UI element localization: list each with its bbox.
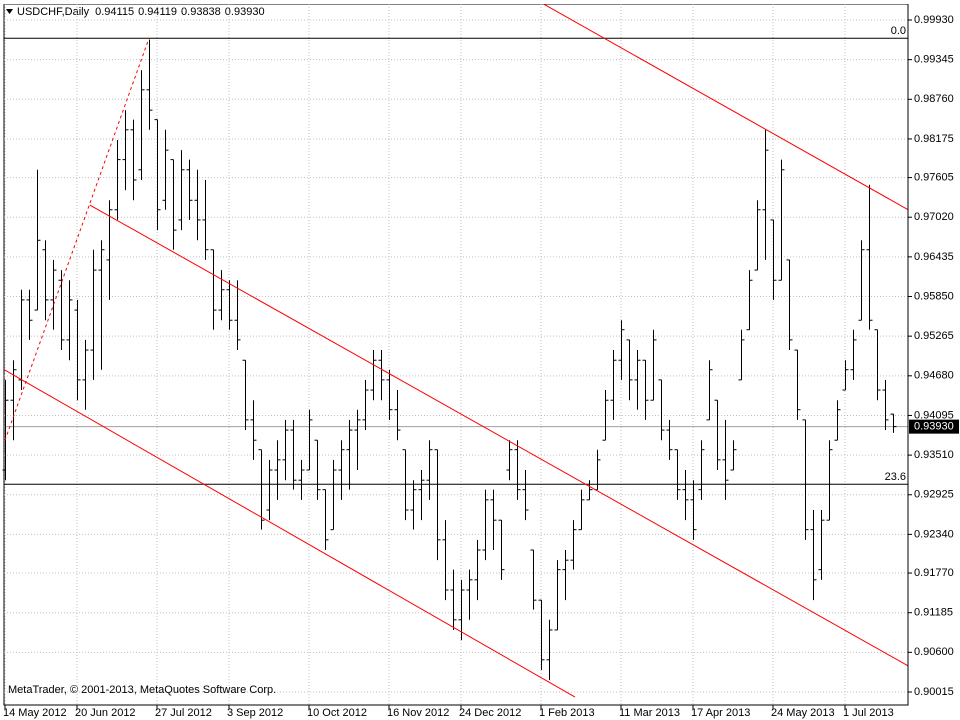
axis-cover — [0, 706, 960, 720]
y-tick-label: 0.92925 — [914, 489, 954, 501]
trend-line — [542, 3, 909, 211]
trend-line — [3, 369, 576, 698]
symbol: USDCHF,Daily — [17, 6, 90, 18]
y-tick-label: 0.97020 — [914, 211, 954, 223]
x-tick-label: 3 Sep 2012 — [227, 707, 283, 719]
y-tick-label: 0.92340 — [914, 528, 954, 540]
x-tick-label: 27 Jul 2012 — [155, 707, 212, 719]
x-tick-label: 14 May 2012 — [3, 707, 67, 719]
y-tick-label: 0.91185 — [914, 607, 953, 619]
last-price-box — [909, 419, 959, 434]
y-tick-label: 0.90015 — [914, 686, 954, 698]
y-tick-label: 0.99930 — [914, 14, 954, 26]
x-tick-label: 24 May 2013 — [771, 707, 835, 719]
level-label: 0.0 — [891, 25, 906, 37]
x-tick-label: 10 Oct 2012 — [307, 707, 367, 719]
y-tick-label: 0.95265 — [914, 330, 954, 342]
y-tick-label: 0.91770 — [914, 567, 954, 579]
x-tick-label: 17 Apr 2013 — [691, 707, 750, 719]
axis-cover — [0, 0, 960, 4]
copyright: MetaTrader, © 2001-2013, MetaQuotes Soft… — [8, 684, 276, 696]
level-label: 23.6 — [885, 471, 906, 483]
close-label: 0.93930 — [225, 6, 265, 18]
trend-line — [4, 38, 150, 441]
y-tick-label: 0.96435 — [914, 251, 954, 263]
menu-arrow[interactable] — [6, 9, 13, 14]
last-price-label: 0.93930 — [914, 421, 954, 433]
x-tick-label: 16 Nov 2012 — [387, 707, 449, 719]
axis-cover — [909, 0, 960, 720]
y-tick-label: 0.94095 — [914, 409, 954, 421]
high-label: 0.94119 — [138, 6, 177, 18]
y-tick-label: 0.98175 — [914, 133, 954, 145]
y-tick-label: 0.90600 — [914, 646, 954, 658]
trend-line — [89, 204, 909, 667]
y-tick-label: 0.95850 — [914, 290, 954, 302]
x-tick-label: 20 Jun 2012 — [75, 707, 136, 719]
open-label: 0.94115 — [95, 6, 134, 18]
x-tick-label: 1 Jul 2013 — [843, 707, 894, 719]
low-label: 0.93838 — [181, 6, 221, 18]
y-tick-label: 0.99345 — [914, 54, 954, 66]
y-tick-label: 0.93510 — [914, 449, 954, 461]
x-tick-label: 24 Dec 2012 — [459, 707, 521, 719]
x-tick-label: 11 Mar 2013 — [619, 707, 680, 719]
y-tick-label: 0.97605 — [914, 171, 954, 183]
x-tick-label: 1 Feb 2013 — [539, 707, 595, 719]
y-tick-label: 0.98760 — [914, 93, 954, 105]
y-tick-label: 0.94680 — [914, 370, 954, 382]
chart-header: USDCHF,Daily 0.94115 0.94119 0.93838 0.93930 — [17, 6, 265, 18]
